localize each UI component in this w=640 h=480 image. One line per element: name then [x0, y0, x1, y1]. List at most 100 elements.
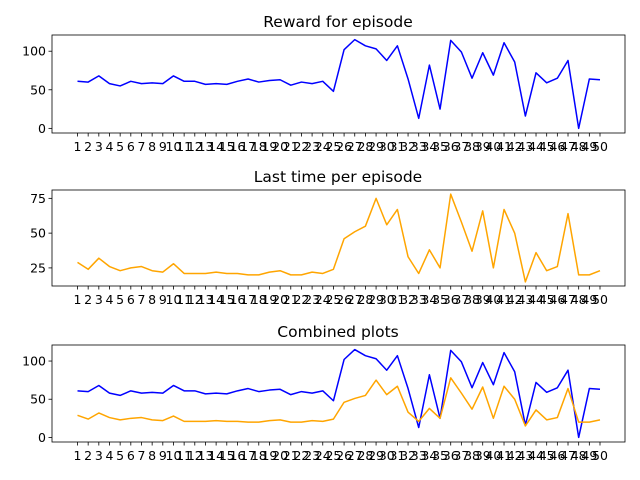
- y-tick-label: 50: [30, 82, 46, 97]
- x-tick-label: 30: [379, 139, 395, 154]
- x-tick-label: 49: [581, 292, 597, 307]
- x-tick-label: 30: [379, 448, 395, 463]
- x-tick-label: 16: [229, 292, 245, 307]
- x-tick-label: 25: [325, 292, 341, 307]
- x-tick-label: 44: [528, 139, 544, 154]
- x-tick-label: 36: [443, 292, 459, 307]
- series-line-1: [77, 193, 601, 283]
- x-tick-label: 43: [517, 292, 533, 307]
- x-tick-label: 45: [539, 139, 555, 154]
- x-tick-label: 32: [400, 448, 416, 463]
- x-tick-label: 6: [127, 292, 135, 307]
- x-tick-label: 35: [432, 448, 448, 463]
- x-tick-label: 29: [368, 292, 384, 307]
- x-tick-label: 35: [432, 139, 448, 154]
- x-tick-label: 9: [159, 139, 167, 154]
- x-tick-label: 22: [293, 139, 309, 154]
- subplot-duration-title: Last time per episode: [254, 168, 422, 186]
- x-tick-label: 8: [148, 448, 156, 463]
- x-tick-label: 4: [106, 139, 114, 154]
- x-tick-label: 5: [116, 292, 124, 307]
- x-tick-label: 21: [283, 139, 299, 154]
- x-tick-label: 7: [138, 292, 146, 307]
- y-tick-label: 100: [22, 44, 46, 59]
- series-line-1: [77, 348, 601, 439]
- y-tick-label: 75: [30, 191, 46, 206]
- x-tick-label: 19: [261, 292, 277, 307]
- x-tick-label: 48: [571, 139, 587, 154]
- series-line-1: [77, 38, 601, 130]
- x-tick-label: 7: [138, 448, 146, 463]
- x-tick-label: 44: [528, 292, 544, 307]
- x-tick-label: 15: [219, 139, 235, 154]
- x-tick-label: 7: [138, 139, 146, 154]
- x-tick-label: 11: [176, 448, 192, 463]
- x-tick-label: 16: [229, 448, 245, 463]
- x-tick-label: 39: [475, 292, 491, 307]
- x-tick-label: 11: [176, 139, 192, 154]
- x-tick-label: 12: [187, 448, 203, 463]
- x-tick-label: 47: [560, 292, 576, 307]
- x-tick-label: 20: [272, 448, 288, 463]
- x-tick-label: 26: [336, 139, 352, 154]
- x-tick-label: 42: [507, 139, 523, 154]
- axes-frame: [51, 189, 626, 287]
- x-tick-label: 36: [443, 139, 459, 154]
- x-tick-label: 31: [389, 292, 405, 307]
- x-tick-label: 23: [304, 292, 320, 307]
- x-tick-label: 26: [336, 448, 352, 463]
- x-tick-label: 2: [84, 139, 92, 154]
- x-tick-label: 49: [581, 139, 597, 154]
- x-tick-label: 40: [485, 448, 501, 463]
- x-tick-label: 10: [166, 292, 182, 307]
- x-tick-label: 46: [549, 448, 565, 463]
- y-tick-label: 50: [30, 392, 46, 407]
- x-tick-label: 50: [592, 448, 608, 463]
- x-tick-label: 12: [187, 139, 203, 154]
- x-tick-label: 6: [127, 139, 135, 154]
- x-tick-label: 18: [251, 139, 267, 154]
- x-tick-label: 13: [198, 292, 214, 307]
- x-tick-label: 27: [347, 448, 363, 463]
- x-tick-label: 15: [219, 292, 235, 307]
- x-tick-label: 30: [379, 292, 395, 307]
- y-tick-label: 100: [22, 354, 46, 369]
- x-tick-label: 17: [240, 292, 256, 307]
- x-tick-label: 32: [400, 139, 416, 154]
- x-tick-label: 42: [507, 448, 523, 463]
- x-tick-label: 9: [159, 292, 167, 307]
- x-tick-label: 14: [208, 139, 224, 154]
- x-tick-label: 28: [357, 139, 373, 154]
- x-tick-label: 39: [475, 139, 491, 154]
- x-tick-label: 48: [571, 448, 587, 463]
- x-tick-label: 20: [272, 139, 288, 154]
- x-tick-label: 22: [293, 292, 309, 307]
- x-tick-label: 23: [304, 139, 320, 154]
- x-tick-label: 46: [549, 139, 565, 154]
- x-tick-label: 42: [507, 292, 523, 307]
- x-tick-label: 23: [304, 448, 320, 463]
- x-tick-label: 34: [421, 139, 437, 154]
- x-tick-label: 16: [229, 139, 245, 154]
- x-tick-label: 45: [539, 292, 555, 307]
- x-tick-label: 24: [315, 292, 331, 307]
- x-tick-label: 39: [475, 448, 491, 463]
- x-tick-label: 28: [357, 292, 373, 307]
- x-tick-label: 25: [325, 139, 341, 154]
- x-tick-label: 33: [411, 139, 427, 154]
- x-tick-label: 4: [106, 448, 114, 463]
- x-tick-label: 2: [84, 292, 92, 307]
- series-line-2: [77, 377, 601, 427]
- x-tick-label: 27: [347, 292, 363, 307]
- axes-frame: [51, 34, 626, 134]
- x-tick-label: 29: [368, 448, 384, 463]
- x-tick-label: 24: [315, 139, 331, 154]
- y-tick-label: 25: [30, 260, 46, 275]
- x-tick-label: 18: [251, 292, 267, 307]
- x-tick-label: 31: [389, 448, 405, 463]
- x-tick-label: 1: [74, 292, 82, 307]
- x-tick-label: 33: [411, 448, 427, 463]
- axes-frame: [51, 344, 626, 443]
